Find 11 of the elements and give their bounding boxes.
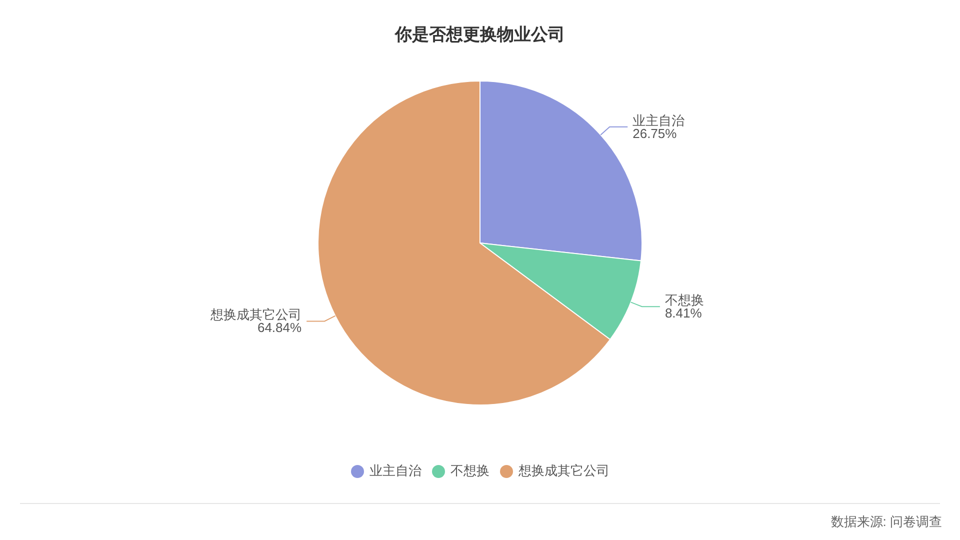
slice-label: 想换成其它公司 [210,307,302,322]
legend-label: 想换成其它公司 [518,462,610,480]
legend-label: 业主自治 [370,462,422,480]
slice-label: 业主自治 [632,112,685,128]
data-label: 64.84% [257,320,302,336]
slice-label: 不想换 [664,292,704,308]
data-label: 8.41% [664,306,702,321]
legend-label: 不想换 [450,462,490,480]
data-label: 26.75% [632,126,678,141]
chart-title: 你是否想更换物业公司 [394,24,566,46]
source-note: 数据来源: 问卷调查 [830,513,942,531]
